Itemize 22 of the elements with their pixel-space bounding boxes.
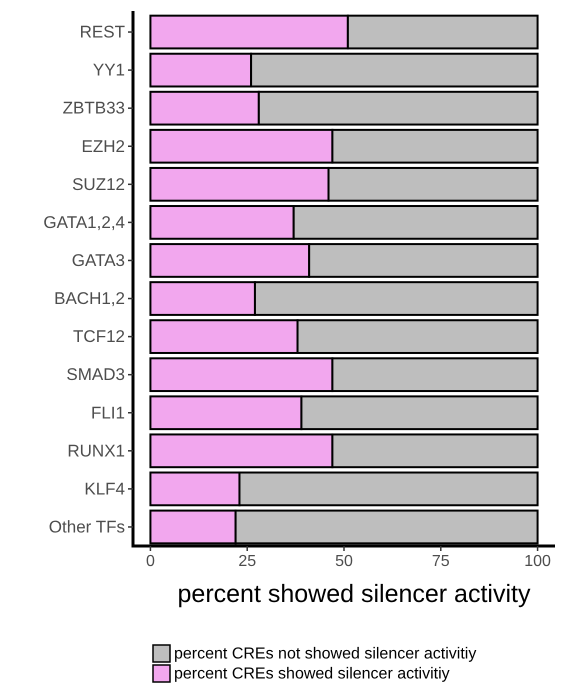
x-tick-label: 50 (335, 553, 353, 570)
y-tick-label: TCF12 (73, 327, 125, 346)
x-tick-label: 25 (238, 553, 256, 570)
y-tick-label: GATA1,2,4 (43, 212, 125, 232)
y-tick-label: GATA3 (72, 250, 125, 270)
y-tick-label: YY1 (92, 60, 125, 80)
y-tick-label: SUZ12 (72, 174, 125, 194)
y-tick-label: RUNX1 (67, 441, 125, 460)
y-tick-label: BACH1,2 (54, 289, 125, 308)
y-tick-label: FLI1 (90, 403, 125, 422)
x-tick-label: 100 (524, 553, 552, 570)
y-tick-label: ZBTB33 (62, 98, 125, 118)
legend-label: percent CREs not showed silencer activitiy (174, 646, 476, 662)
y-tick-label: EZH2 (82, 136, 125, 156)
y-tick-label: SMAD3 (66, 365, 125, 384)
y-tick-label: REST (80, 22, 125, 42)
y-tick-label: Other TFs (48, 517, 125, 536)
x-axis-title: percent showed silencer activity (178, 580, 531, 608)
x-tick-label: 0 (146, 553, 155, 570)
y-tick-label: KLF4 (84, 479, 125, 498)
x-tick-label: 75 (432, 553, 450, 570)
legend-label: percent CREs showed silencer activitiy (174, 666, 450, 682)
